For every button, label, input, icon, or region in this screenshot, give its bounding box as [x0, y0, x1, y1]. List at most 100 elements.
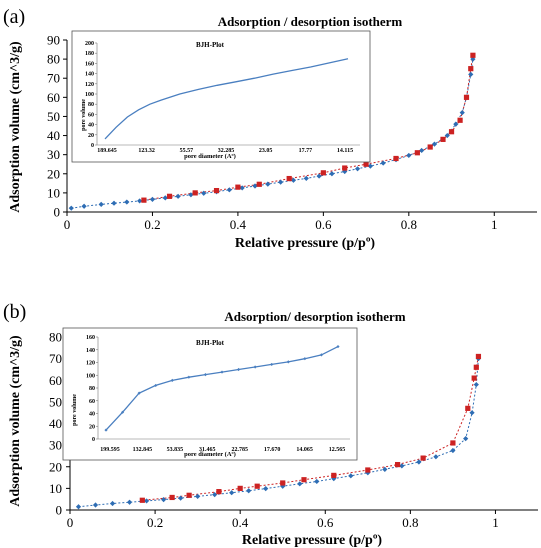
desorption-point — [301, 477, 307, 483]
panel-a-inset-frame — [71, 30, 371, 163]
adsorption-point — [68, 205, 74, 211]
panel-a-y-axis-title: Adsorption volume (cm^3/g) — [8, 41, 23, 213]
desorption-point — [463, 94, 470, 100]
inset-point — [303, 357, 307, 361]
desorption-point — [280, 480, 286, 486]
inset-x-tick-label: 32.285 — [218, 148, 235, 154]
x-tick-label: 0 — [64, 217, 71, 232]
panel-a-inset: BJH-Plot pore diameter (Aº) pore volume … — [71, 30, 371, 163]
panel-b-inset-frame — [62, 327, 358, 461]
adsorption-point — [126, 499, 133, 505]
panel-a-inset-y-axis-title: pore volume — [81, 99, 87, 131]
x-tick-label: 0 — [67, 515, 74, 530]
y-tick-label: 30 — [47, 147, 60, 162]
inset-x-tick-label: 14.065 — [296, 447, 313, 453]
inset-x-tick-label: 31.465 — [199, 447, 216, 453]
inset-x-tick-label: 132.845 — [133, 447, 153, 453]
adsorption-point — [229, 490, 235, 496]
adsorption-point — [265, 181, 271, 187]
panel-a-inset-y-ticks: 0 20 40 60 80 100 120 140 160 180 200 — [85, 41, 97, 149]
panel-b-y-ticks: 0 10 20 30 40 50 60 70 80 — [49, 330, 70, 518]
inset-y-tick-label: 20 — [88, 133, 94, 139]
adsorption-point — [468, 71, 474, 77]
panel-b-inset-x-ticks: 199.595 132.845 53.835 31.465 22.785 17.670 14… — [100, 447, 345, 453]
desorption-point — [166, 193, 173, 199]
adsorption-point — [75, 504, 82, 510]
adsorption-point — [459, 110, 465, 116]
desorption-point — [192, 190, 198, 196]
desorption-point — [320, 170, 326, 176]
adsorption-point — [342, 168, 348, 175]
panel-b-x-axis-title: Relative pressure (p/pº) — [242, 533, 383, 548]
adsorption-point — [316, 173, 322, 179]
y-tick-label: 60 — [49, 373, 62, 388]
panel-b-inset-y-axis-title: pore volume — [72, 394, 78, 426]
y-tick-label: 70 — [49, 351, 62, 366]
inset-y-tick-label: 160 — [85, 61, 94, 67]
adsorption-point — [175, 193, 181, 199]
desorption-point — [331, 472, 337, 478]
inset-y-tick-label: 100 — [86, 373, 95, 379]
y-tick-label: 40 — [47, 128, 60, 143]
inset-x-tick-label: 23.05 — [259, 148, 273, 154]
inset-y-tick-label: 140 — [86, 348, 95, 354]
panel-b-inset: BJH-Plot pore diameter (Aº) pore volume … — [62, 327, 358, 461]
adsorption-point — [162, 195, 168, 201]
desorption-point — [440, 136, 446, 142]
adsorption-point — [263, 485, 269, 492]
inset-x-tick-label: 123.32 — [138, 148, 155, 154]
desorption-point — [414, 150, 420, 156]
adsorption-point — [453, 121, 459, 127]
adsorption-point — [463, 436, 469, 442]
adsorption-point — [367, 163, 373, 169]
inset-point — [120, 410, 125, 414]
desorption-point — [286, 175, 292, 182]
inset-point — [154, 383, 158, 388]
desorption-point — [237, 485, 243, 491]
adsorption-point — [473, 381, 479, 388]
inset-y-tick-label: 40 — [89, 412, 95, 418]
panel-a-inset-title: BJH-Plot — [196, 41, 225, 49]
x-tick-label: 0.2 — [147, 515, 163, 530]
y-tick-label: 90 — [47, 33, 60, 48]
inset-x-tick-label: 22.785 — [231, 447, 248, 453]
adsorption-point — [111, 200, 117, 206]
adsorption-point — [201, 190, 207, 196]
inset-y-tick-label: 80 — [88, 102, 94, 108]
inset-x-tick-label: 53.835 — [167, 447, 184, 453]
adsorption-point — [297, 481, 303, 487]
adsorption-point — [314, 478, 320, 485]
x-tick-label: 0.6 — [315, 217, 332, 232]
panel-b-inset-title: BJH-Plot — [196, 339, 225, 347]
desorption-point — [475, 353, 482, 360]
x-tick-label: 1 — [491, 217, 498, 232]
adsorption-point — [188, 192, 194, 198]
inset-y-tick-label: 0 — [91, 143, 94, 149]
inset-y-tick-label: 100 — [85, 92, 94, 98]
panel-a-data-points — [68, 52, 476, 211]
adsorption-point — [124, 199, 130, 205]
adsorption-point — [444, 132, 450, 139]
desorption-point — [427, 144, 433, 150]
adsorption-point — [246, 488, 252, 494]
desorption-point — [216, 489, 222, 495]
panel-b: (b) Adsorption/ desorption isotherm Rela… — [3, 301, 538, 548]
inset-y-tick-label: 0 — [92, 437, 95, 443]
y-tick-label: 20 — [47, 166, 60, 181]
adsorption-point — [252, 183, 258, 189]
panel-a: (a) Adsorption / desorption isotherm Rel… — [3, 6, 537, 251]
inset-y-tick-label: 40 — [88, 123, 94, 129]
x-tick-label: 0.2 — [144, 217, 160, 232]
x-tick-label: 0.8 — [402, 515, 418, 530]
adsorption-point — [92, 502, 99, 508]
desorption-point — [363, 161, 369, 167]
inset-point — [203, 373, 208, 377]
panel-b-inset-x-axis-title: pore diameter (Aº) — [184, 451, 236, 458]
inset-x-tick-label: 199.595 — [100, 447, 120, 453]
panel-b-inset-y-ticks: 0 20 40 60 80 100 120 140 160 — [86, 335, 98, 443]
x-tick-label: 0.8 — [401, 217, 417, 232]
inset-point — [220, 370, 224, 374]
y-tick-label: 50 — [47, 109, 60, 124]
desorption-point — [213, 187, 220, 194]
